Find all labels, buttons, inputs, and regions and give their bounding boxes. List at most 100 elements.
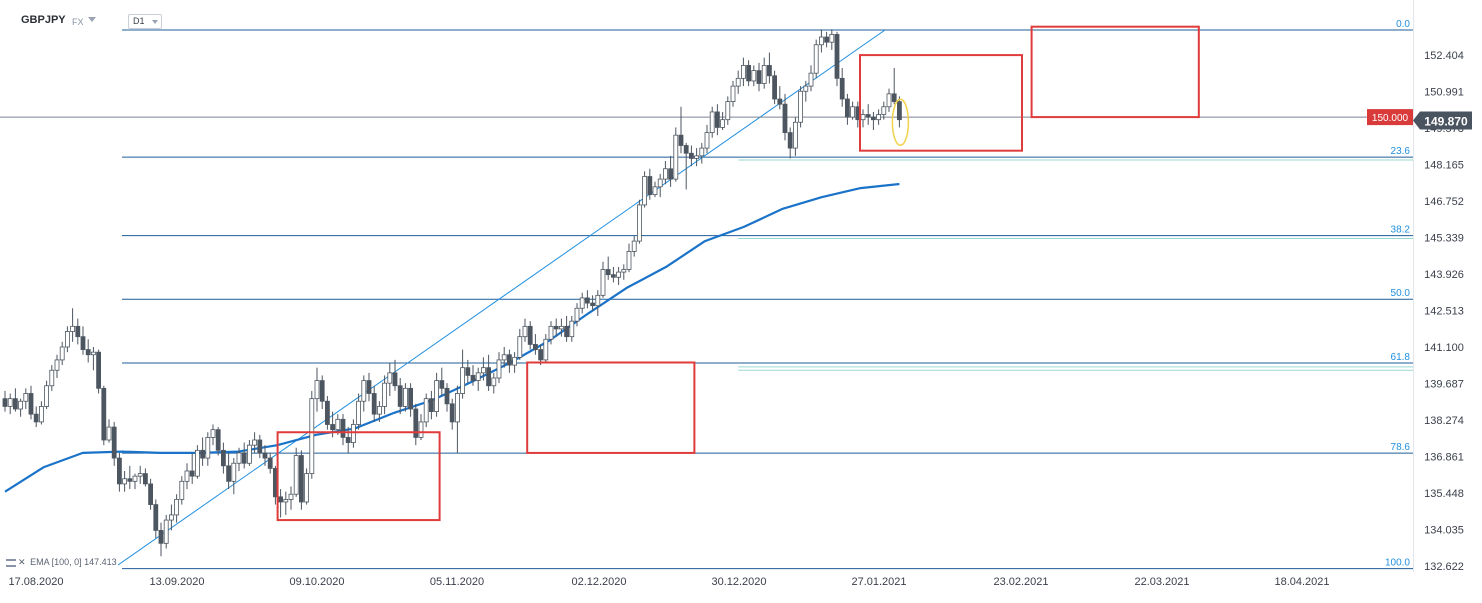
x-tick-label: 09.10.2020 <box>289 576 344 588</box>
candle-body <box>356 400 362 425</box>
candle-body <box>793 121 798 149</box>
candle-body <box>767 65 772 77</box>
candle-body <box>65 331 70 348</box>
candle-body <box>444 387 450 405</box>
market-dropdown-icon[interactable] <box>88 17 96 22</box>
candle-body <box>564 325 569 338</box>
candle-body <box>142 473 148 485</box>
symbol-label[interactable]: GBPJPY <box>21 14 66 26</box>
y-tick-label: 142.513 <box>1424 306 1464 318</box>
candle-body <box>600 269 606 296</box>
candle-body <box>262 452 268 459</box>
fib-label: 100.0 <box>1385 558 1410 569</box>
candle-body <box>434 380 440 412</box>
candle-body <box>158 530 164 544</box>
candle-body <box>309 398 315 474</box>
trend-line <box>117 29 886 566</box>
candle-body <box>460 367 466 394</box>
candle-body <box>241 452 247 464</box>
candle-body <box>117 457 122 485</box>
candle-body <box>611 274 616 278</box>
candle-body <box>465 367 471 376</box>
candle-body <box>803 85 809 92</box>
candle-body <box>683 145 689 154</box>
candle-body <box>631 240 637 252</box>
candle-body <box>340 418 346 438</box>
candle-body <box>137 473 143 477</box>
candle-body <box>741 65 746 79</box>
candle-body <box>657 178 663 188</box>
y-tick-label: 135.448 <box>1424 488 1464 500</box>
indicator-settings-icon[interactable] <box>6 558 16 567</box>
candle-body <box>454 393 460 423</box>
x-tick-label: 23.02.2021 <box>993 576 1048 588</box>
candle-body <box>512 356 517 366</box>
candle-body <box>246 444 252 464</box>
candle-body <box>257 439 263 454</box>
consolidation-box <box>1030 25 1200 119</box>
chevron-down-icon <box>152 20 158 24</box>
candle-body <box>91 351 96 356</box>
level-tag <box>1367 109 1413 126</box>
candle-body <box>335 418 341 431</box>
candle-body <box>215 429 221 451</box>
timeframe-select[interactable]: D1 <box>128 14 162 29</box>
candle-body <box>527 325 533 345</box>
candle-body <box>871 116 876 121</box>
candle-body <box>361 380 367 402</box>
candle-body <box>111 426 117 459</box>
candle-body <box>23 393 29 402</box>
x-tick-label: 02.12.2020 <box>571 576 626 588</box>
candle-body <box>506 354 512 366</box>
candle-body <box>96 351 101 389</box>
candle-body <box>319 380 325 402</box>
candle-body <box>298 455 304 503</box>
indicator-name: EMA <box>30 557 50 567</box>
candle-body <box>709 111 715 133</box>
candle-body <box>756 70 762 84</box>
y-tick-label: 134.035 <box>1424 525 1464 537</box>
candle-body <box>735 77 741 87</box>
x-tick-label: 30.12.2020 <box>711 576 766 588</box>
candle-body <box>579 297 585 309</box>
candle-body <box>85 349 91 356</box>
candle-body <box>876 114 881 121</box>
candle-body <box>304 473 310 503</box>
highlight-ellipse <box>891 98 910 147</box>
candle-body <box>39 406 44 423</box>
candle-body <box>720 119 725 128</box>
candle-body <box>569 320 575 338</box>
candle-body <box>408 387 414 410</box>
candle-body <box>559 325 564 330</box>
ema-line <box>4 182 900 493</box>
candle-body <box>7 398 13 407</box>
candle-body <box>179 480 185 500</box>
candle-body <box>652 186 658 195</box>
y-tick-label: 146.752 <box>1424 196 1464 208</box>
indicator-legend: ✕ EMA [100, 0] 147.413 <box>6 557 117 569</box>
candle-body <box>715 111 720 128</box>
candle-body <box>449 403 455 423</box>
candle-body <box>621 269 627 273</box>
candle-body <box>226 465 232 482</box>
candle-body <box>345 437 351 443</box>
candle-body <box>496 359 502 379</box>
candle-body <box>699 147 705 157</box>
candle-body <box>829 34 835 43</box>
candle-body <box>163 519 169 544</box>
candle-body <box>590 302 595 307</box>
candle-body <box>314 380 320 400</box>
candle-body <box>174 499 180 516</box>
close-icon[interactable]: ✕ <box>18 557 26 567</box>
candle-body <box>470 375 476 381</box>
candle-body <box>28 393 34 415</box>
candle-body <box>33 413 39 423</box>
candle-body <box>813 44 819 74</box>
y-tick-label: 136.861 <box>1424 452 1464 464</box>
candle-body <box>475 372 481 381</box>
fib-label: 78.6 <box>1391 442 1411 453</box>
candle-body <box>574 307 580 322</box>
candle-body <box>595 294 601 307</box>
